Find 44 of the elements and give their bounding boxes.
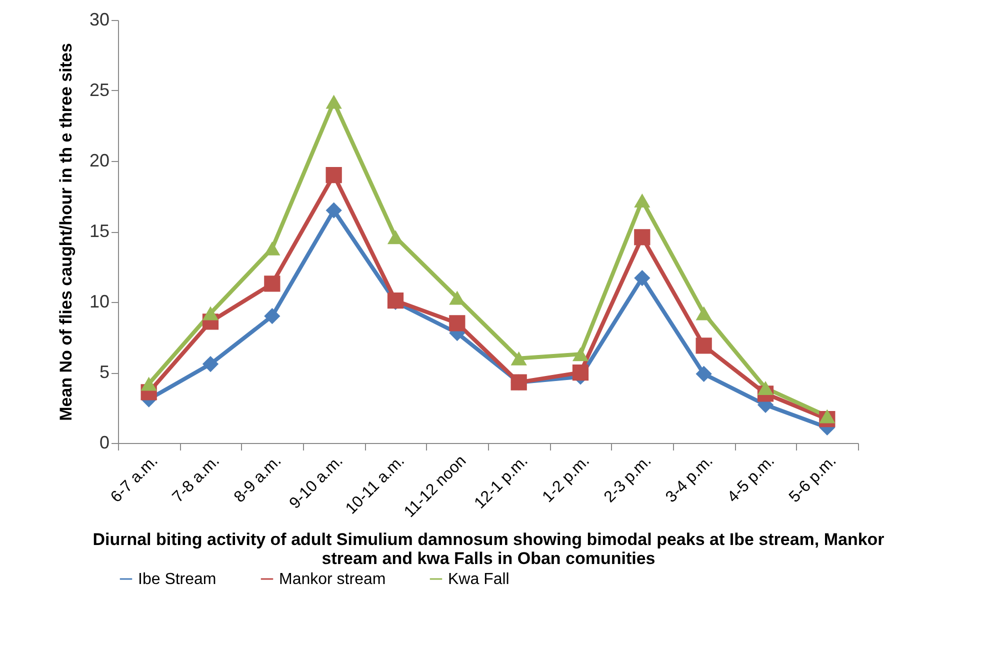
point [264,308,280,324]
legend-label: Ibe Stream [138,571,216,588]
y-tick-label: 5 [99,362,110,382]
x-tick-label: 8-9 a.m. [231,452,285,506]
point [326,167,342,184]
x-tick-label: 2-3 p.m. [601,452,655,506]
point [819,409,836,424]
point [634,229,650,246]
point [202,306,219,320]
x-tick-label: 1-2 p.m. [540,452,594,506]
point [572,347,589,362]
point [757,381,774,395]
x-tick-label: 12-1 p.m. [472,452,532,512]
x-tick-label: 4-5 p.m. [724,452,778,506]
point [264,241,280,256]
point [449,290,466,305]
y-tick-label: 20 [89,150,110,170]
point [634,270,650,286]
point [326,94,342,109]
point [572,364,589,381]
x-tick-label: 7-8 a.m. [170,452,224,506]
point [449,315,466,332]
x-axis-title: Diurnal biting activity of adult Simulium damnosum showing bimodal peaks at Ibe stream, Mankor stream and kwa Falls in Oban comunities [92,530,885,568]
x-tick-label: 3-4 p.m. [662,452,716,506]
point [140,376,157,391]
legend-label: Kwa Fall [448,571,510,588]
y-tick-label: 30 [89,10,110,30]
x-tick-label: 9-10 a.m. [286,452,346,512]
x-tick-label: 6-7 a.m. [108,452,162,506]
point [696,338,712,354]
x-tick-label: 5-6 p.m. [786,452,840,506]
point [264,276,280,292]
point [634,194,650,208]
y-tick-label: 25 [89,80,110,100]
y-tick-label: 15 [89,221,110,241]
point [326,202,342,218]
y-tick-label: 0 [99,432,110,452]
point [202,356,219,372]
legend-label: Mankor stream [279,571,386,588]
point [696,366,712,382]
point [696,306,712,320]
y-axis-title: Mean No of flies caught/hour in th e three sites [56,43,76,421]
y-tick-label: 10 [89,292,110,312]
point [510,351,527,366]
